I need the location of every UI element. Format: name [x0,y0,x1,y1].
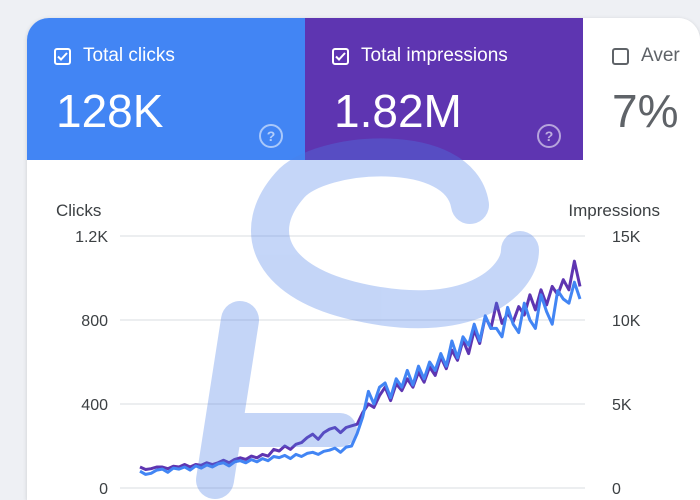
card-header: Total impressions [332,45,508,67]
y-right-tick-label: 5K [612,397,632,414]
y-left-tick-label: 1.2K [75,229,108,246]
watermark-logo [196,138,539,499]
checkbox-checked-icon[interactable] [332,47,349,65]
card-value: 1.82M [334,85,462,137]
card-label: Total clicks [83,45,175,66]
total-clicks-card[interactable]: Total clicks 128K ? [27,18,305,160]
clicks-series-line [139,280,582,476]
y-left-tick-label: 0 [99,481,108,498]
y-right-tick-label: 15K [612,229,641,246]
y-right-tick-label: 10K [612,313,641,330]
card-value: 128K [56,85,164,137]
y-right-axis-label: Impressions [568,201,660,220]
card-label: Total impressions [361,45,508,66]
y-left-axis-label: Clicks [56,201,101,220]
checkbox-checked-icon[interactable] [54,47,71,65]
help-icon[interactable]: ? [537,124,561,148]
y-left-tick-label: 400 [81,397,108,414]
y-left-tick-label: 800 [81,313,108,330]
total-impressions-card[interactable]: Total impressions 1.82M ? [305,18,583,160]
card-label: Aver [641,45,680,66]
card-header: Aver [612,45,680,67]
performance-panel: Total clicks 128K ? Total impressions 1.… [27,18,700,500]
help-icon[interactable]: ? [259,124,283,148]
average-ctr-card[interactable]: Aver 7% [583,18,700,160]
checkbox-unchecked-icon[interactable] [612,47,629,65]
y-right-tick-label: 0 [612,481,621,498]
card-header: Total clicks [54,45,175,67]
card-value: 7% [612,85,679,137]
